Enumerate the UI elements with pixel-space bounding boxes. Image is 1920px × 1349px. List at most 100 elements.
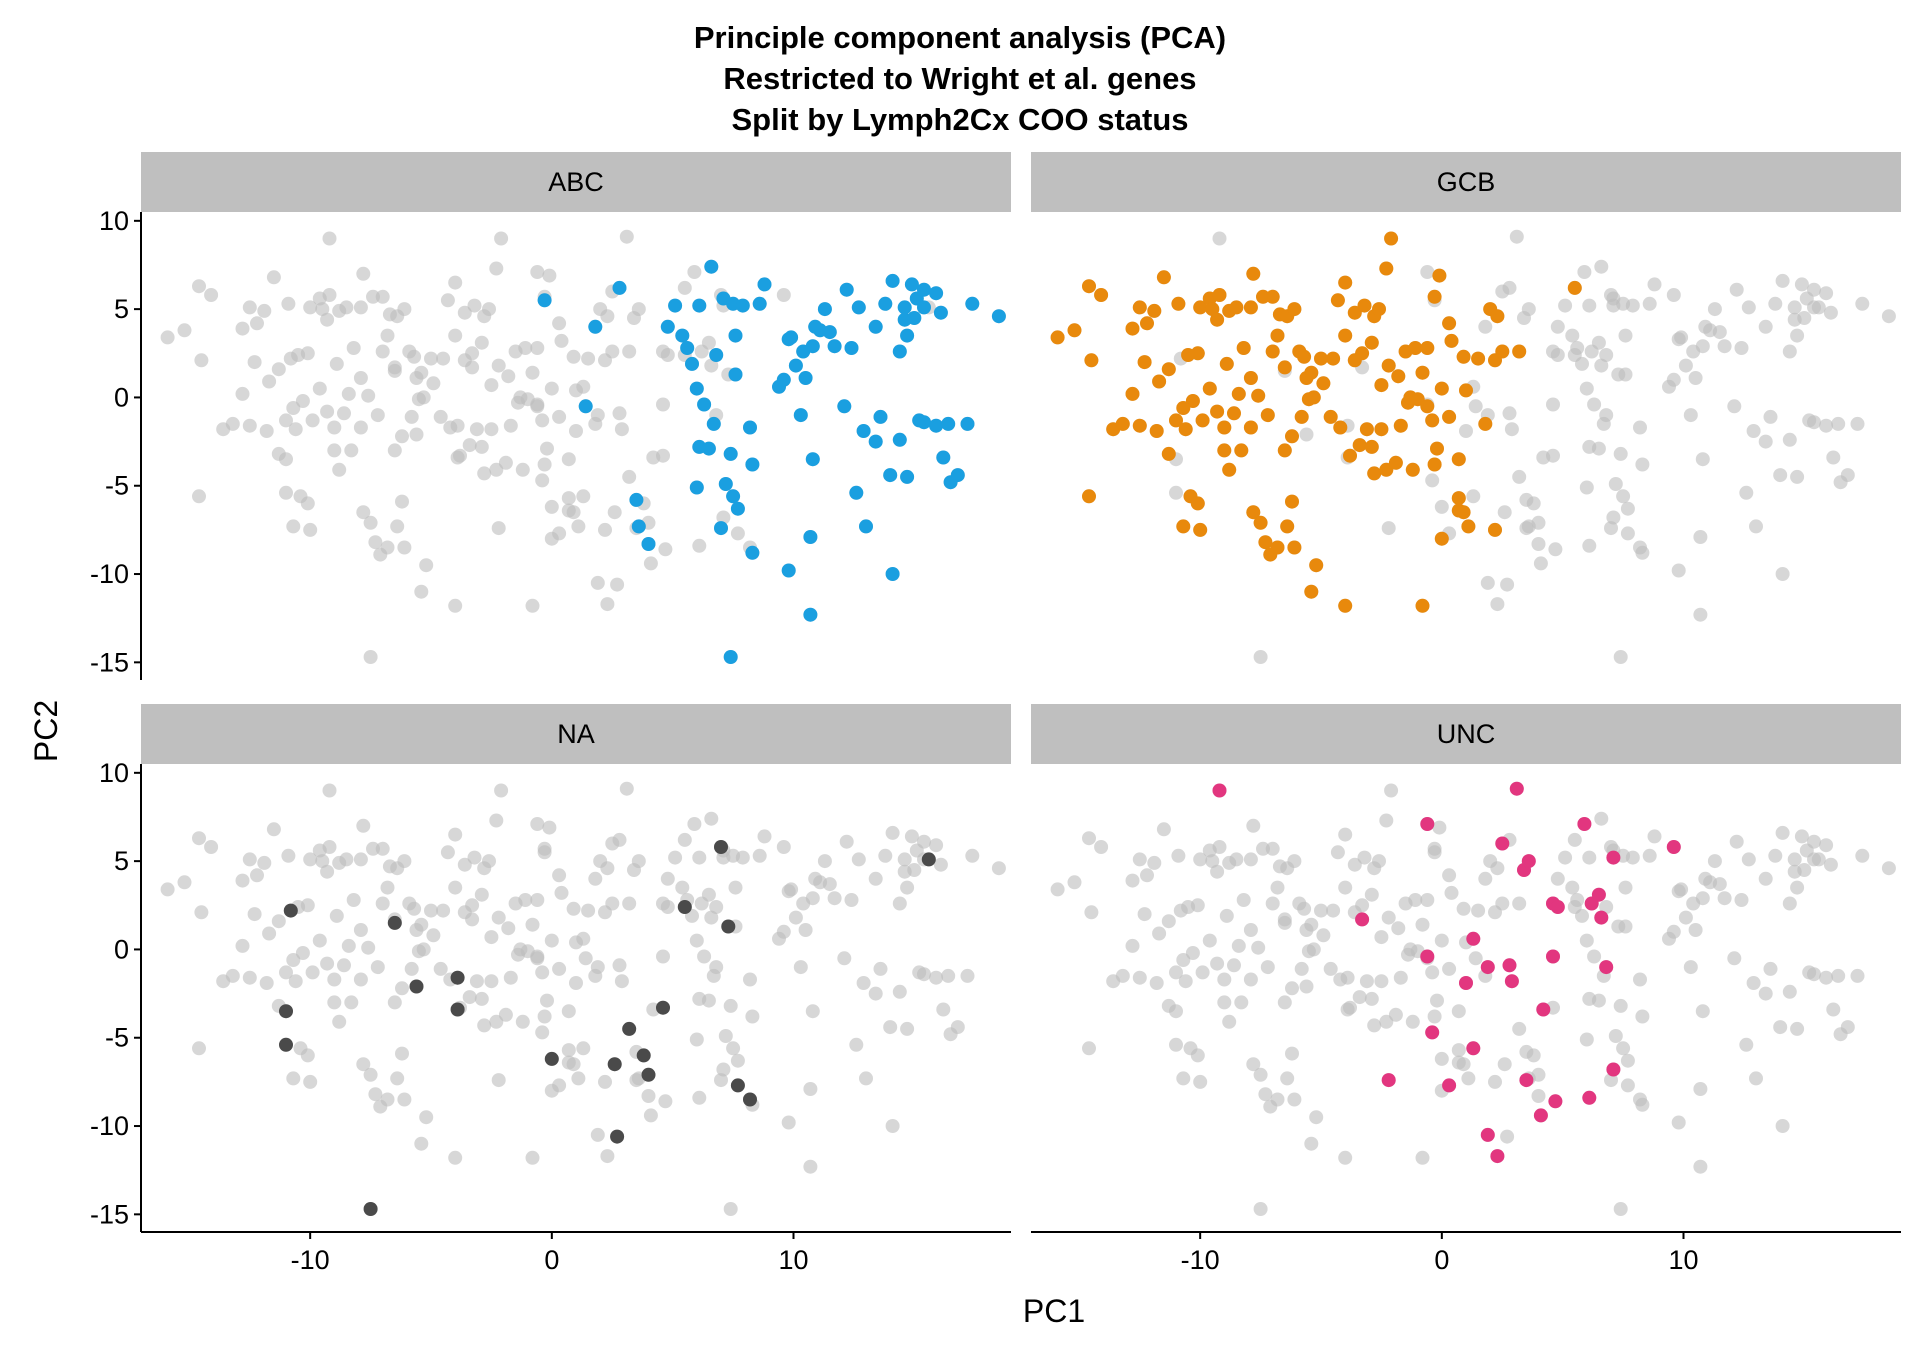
background-point [305, 965, 320, 980]
background-point [600, 597, 615, 612]
background-point [1161, 914, 1176, 929]
background-point [283, 351, 298, 366]
point-abc [704, 259, 719, 274]
background-point [1582, 850, 1597, 865]
background-point [1323, 961, 1338, 976]
background-point [1512, 1021, 1527, 1036]
background-point [303, 1074, 318, 1089]
background-point [1082, 831, 1096, 846]
point-gcb [1149, 424, 1164, 438]
background-point [1620, 501, 1635, 516]
background-point [501, 921, 516, 936]
background-point [1567, 832, 1582, 847]
background-point [433, 961, 448, 976]
background-point [1855, 296, 1870, 311]
point-gcb [1181, 348, 1196, 362]
point-gcb [1185, 394, 1200, 408]
point-gcb [1171, 296, 1186, 311]
background-point [448, 827, 463, 842]
background-point [610, 577, 625, 592]
background-point [805, 1004, 820, 1019]
point-abc [849, 485, 864, 500]
background-point [503, 418, 518, 433]
background-point [286, 1071, 301, 1086]
background-point [607, 505, 622, 520]
background-point [561, 491, 576, 506]
point-gcb [1495, 344, 1510, 359]
background-point [1234, 995, 1249, 1010]
background-point [1478, 319, 1493, 334]
background-point [1773, 468, 1788, 483]
point-gcb [1219, 356, 1234, 371]
point-unc [1212, 783, 1227, 798]
background-point [312, 933, 327, 948]
background-point [1758, 319, 1773, 334]
background-point [204, 840, 219, 854]
point-abc [706, 416, 721, 431]
background-point [631, 854, 646, 869]
background-point [1243, 852, 1258, 867]
background-point [1693, 530, 1708, 544]
background-point [462, 438, 477, 453]
point-gcb [1243, 420, 1258, 435]
background-point [1729, 282, 1744, 297]
background-point [677, 280, 692, 295]
background-point [503, 970, 518, 985]
point-abc [859, 519, 873, 534]
background-point [457, 305, 472, 320]
background-point [822, 877, 837, 892]
background-point [752, 848, 767, 863]
background-point [1173, 903, 1188, 918]
point-gcb [1243, 300, 1258, 315]
point-abc [776, 372, 791, 387]
background-point [1782, 432, 1797, 447]
point-abc [697, 397, 712, 412]
background-point [1190, 1048, 1205, 1063]
background-point [1567, 348, 1582, 362]
y-tick-label: 5 [114, 294, 129, 324]
background-point [537, 1009, 552, 1024]
background-point [525, 917, 540, 932]
background-point [329, 356, 344, 371]
background-point [320, 864, 335, 879]
point-abc [752, 296, 767, 311]
background-point [303, 300, 318, 315]
background-point [1405, 1014, 1420, 1029]
background-point [1797, 863, 1812, 877]
point-gcb [1227, 406, 1241, 421]
background-point [1826, 450, 1841, 465]
background-point [1775, 273, 1790, 288]
background-point [356, 818, 371, 833]
background-point [1693, 607, 1708, 622]
background-point [1427, 845, 1442, 860]
background-point [718, 1029, 733, 1043]
background-point [614, 422, 629, 437]
background-point [1633, 540, 1647, 555]
point-gcb [1152, 374, 1167, 389]
background-point [544, 381, 559, 396]
point-gcb [1316, 376, 1331, 391]
background-point [339, 852, 354, 867]
point-unc [1521, 854, 1536, 869]
background-point [929, 838, 944, 853]
point-gcb [1115, 416, 1130, 431]
point-gcb [1364, 439, 1379, 454]
background-point [605, 344, 620, 359]
point-unc [1425, 1025, 1440, 1040]
background-point [904, 829, 919, 844]
background-point [1236, 893, 1251, 907]
point-gcb [1451, 452, 1466, 467]
background-point [339, 300, 354, 315]
background-point [1782, 896, 1797, 911]
background-point [1797, 311, 1812, 325]
background-point [660, 900, 675, 914]
background-point [622, 896, 637, 911]
point-gcb [1082, 279, 1096, 294]
background-point [525, 1150, 540, 1165]
background-point [1565, 880, 1580, 895]
background-point [327, 443, 342, 458]
background-point [1591, 441, 1606, 456]
background-point [286, 519, 301, 534]
point-gcb [1430, 441, 1444, 456]
point-gcb [1176, 519, 1191, 534]
